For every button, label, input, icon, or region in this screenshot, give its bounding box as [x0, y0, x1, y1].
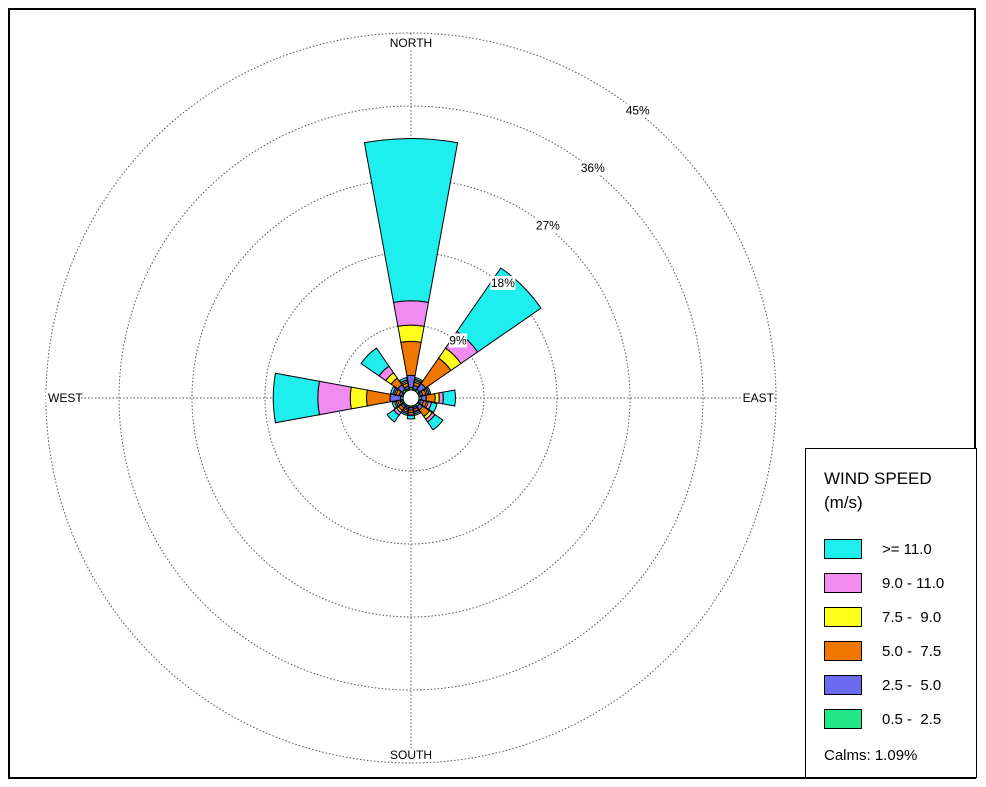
petal-nne — [412, 376, 424, 392]
petal-n-bin-4 — [392, 300, 430, 327]
petal-ene-bin-5 — [425, 386, 432, 395]
petal-n — [363, 138, 459, 391]
legend-label: >= 11.0 — [882, 540, 932, 558]
ring-label-45-bg — [625, 103, 651, 118]
ring-27 — [191, 178, 631, 618]
petal-w-bin-5 — [272, 372, 320, 424]
legend-item: 0.5 - 2.5 — [824, 707, 941, 731]
petal-w-bin-3 — [349, 386, 368, 410]
petal-w — [272, 372, 404, 424]
petal-nnw-bin-5 — [398, 376, 408, 384]
petal-se-bin-5 — [426, 413, 444, 431]
ring-label-36: 36% — [581, 161, 605, 175]
legend-swatch — [824, 641, 862, 661]
legend-title: WIND SPEED (m/s) — [824, 467, 974, 515]
legend-title-line2: (m/s) — [824, 493, 863, 512]
rose-labels: NORTH EAST SOUTH WEST 9% 18% 27% 36% 45% — [46, 36, 775, 762]
petal-e — [418, 389, 456, 407]
direction-label-south: SOUTH — [390, 748, 432, 762]
ring-label-36-bg — [580, 160, 606, 175]
ring-label-9-bg — [448, 333, 467, 348]
legend-swatch — [824, 539, 862, 559]
direction-label-east-bg — [742, 391, 774, 405]
direction-label-west-bg — [46, 391, 78, 405]
petal-sw-bin-5 — [386, 409, 400, 423]
petal-w-bin-4 — [317, 380, 352, 416]
petal-se — [414, 401, 444, 431]
petal-wsw-bin-5 — [391, 400, 398, 410]
petal-nw-bin-5 — [360, 347, 390, 377]
petal-nnw — [398, 376, 410, 392]
ring-label-18-bg — [490, 275, 516, 290]
legend-item: >= 11.0 — [824, 537, 932, 561]
center-hole — [402, 389, 420, 407]
legend-swatch — [824, 709, 862, 729]
ring-label-18: 18% — [491, 276, 515, 290]
ring-label-9: 9% — [449, 333, 467, 347]
calms-text: Calms: 1.09% — [824, 747, 918, 764]
legend-swatch — [824, 573, 862, 593]
petal-nw — [360, 347, 408, 395]
direction-label-north-bg — [391, 36, 431, 50]
legend-label: 2.5 - 5.0 — [882, 676, 942, 694]
petal-wnw-bin-5 — [389, 385, 397, 395]
legend-item: 2.5 - 5.0 — [824, 673, 941, 697]
petal-n-bin-2 — [400, 340, 422, 377]
ring-label-27-bg — [535, 218, 561, 233]
legend-label: 5.0 - 7.5 — [882, 642, 942, 660]
petal-n-bin-5 — [363, 138, 459, 303]
ring-label-45: 45% — [626, 103, 650, 117]
petal-ese-bin-5 — [427, 401, 438, 414]
legend-item: 5.0 - 7.5 — [824, 639, 941, 663]
petal-n-bin-3 — [397, 324, 425, 343]
direction-label-west: WEST — [48, 391, 83, 405]
petal-ese — [417, 399, 438, 414]
petal-wnw — [389, 385, 405, 397]
petal-sw — [386, 401, 408, 423]
direction-label-north: NORTH — [390, 36, 432, 50]
legend-swatch — [824, 675, 862, 695]
legend: WIND SPEED (m/s) >= 11.0 9.0 - 11.0 7.5 - … — [805, 448, 977, 778]
legend-label: 9.0 - 11.0 — [882, 574, 945, 592]
legend-item: 7.5 - 9.0 — [824, 605, 941, 629]
direction-label-south-bg — [391, 748, 431, 762]
petal-e-bin-5 — [442, 389, 456, 407]
petal-w-bin-2 — [366, 389, 391, 407]
rose-petals — [272, 138, 542, 431]
legend-title-line1: WIND SPEED — [824, 469, 932, 488]
legend-label: 7.5 - 9.0 — [882, 608, 942, 626]
petal-nne-bin-5 — [414, 376, 424, 383]
petal-ssw — [400, 404, 410, 416]
ring-36 — [118, 105, 704, 691]
petal-ssw-bin-5 — [400, 410, 409, 416]
direction-label-east: EAST — [743, 391, 775, 405]
legend-item: 9.0 - 11.0 — [824, 571, 944, 595]
petal-sse-bin-5 — [413, 410, 422, 416]
petal-ne — [414, 267, 542, 395]
legend-label: 0.5 - 2.5 — [882, 710, 942, 728]
petal-s-bin-5 — [406, 414, 416, 420]
ring-label-27: 27% — [536, 218, 560, 232]
legend-swatch — [824, 607, 862, 627]
petal-wsw — [391, 399, 405, 410]
